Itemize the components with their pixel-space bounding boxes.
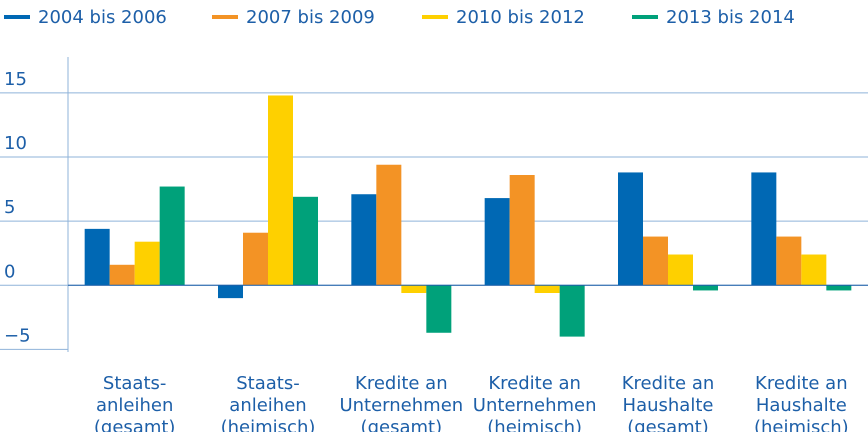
x-tick-label: anleihen xyxy=(96,395,173,416)
x-tick-label: (gesamt) xyxy=(361,417,443,432)
x-tick-label: (gesamt) xyxy=(94,417,176,432)
bar xyxy=(243,232,268,286)
x-tick-label: Unternehmen xyxy=(339,395,463,416)
x-tick-label: Haushalte xyxy=(756,395,847,416)
bar xyxy=(134,241,160,286)
bar xyxy=(776,236,802,286)
y-tick-label: 0 xyxy=(4,261,15,282)
x-tick-label: Unternehmen xyxy=(473,395,597,416)
y-tick-label: 5 xyxy=(4,197,15,218)
x-tick-label: (heimisch) xyxy=(487,417,582,432)
x-tick-label: anleihen xyxy=(229,395,306,416)
x-tick-label: (gesamt) xyxy=(627,417,709,432)
bar xyxy=(801,254,827,286)
bar xyxy=(159,186,185,286)
bar xyxy=(426,285,452,333)
bar xyxy=(109,264,135,286)
y-tick-label: −5 xyxy=(4,325,31,346)
bar xyxy=(351,194,377,286)
x-tick-label: Kredite an xyxy=(355,373,448,394)
legend-label: 2010 bis 2012 xyxy=(456,7,585,28)
bar xyxy=(218,285,243,299)
legend-label: 2013 bis 2014 xyxy=(666,7,795,28)
bar xyxy=(534,285,560,293)
x-tick-label: Kredite an xyxy=(622,373,715,394)
bar xyxy=(826,285,852,291)
legend-label: 2004 bis 2006 xyxy=(38,7,167,28)
x-tick-label: Kredite an xyxy=(488,373,581,394)
x-tick-label: Haushalte xyxy=(623,395,714,416)
bar xyxy=(484,198,510,286)
y-tick-label: 10 xyxy=(4,133,27,154)
bar xyxy=(268,95,293,286)
bar xyxy=(693,285,718,291)
x-tick-label: Staats- xyxy=(236,373,299,394)
bar xyxy=(618,172,643,286)
y-tick-label: 15 xyxy=(4,69,27,90)
bar xyxy=(401,285,427,293)
bar xyxy=(559,285,585,337)
bar xyxy=(751,172,777,286)
bar xyxy=(668,254,693,286)
x-tick-label: (heimisch) xyxy=(221,417,316,432)
bar xyxy=(376,164,402,286)
x-tick-label: (heimisch) xyxy=(754,417,849,432)
bar xyxy=(509,175,535,286)
x-tick-label: Staats- xyxy=(103,373,166,394)
x-tick-label: Kredite an xyxy=(755,373,848,394)
bar xyxy=(643,236,668,286)
legend-label: 2007 bis 2009 xyxy=(246,7,375,28)
bar xyxy=(84,228,110,286)
bar xyxy=(293,196,318,286)
